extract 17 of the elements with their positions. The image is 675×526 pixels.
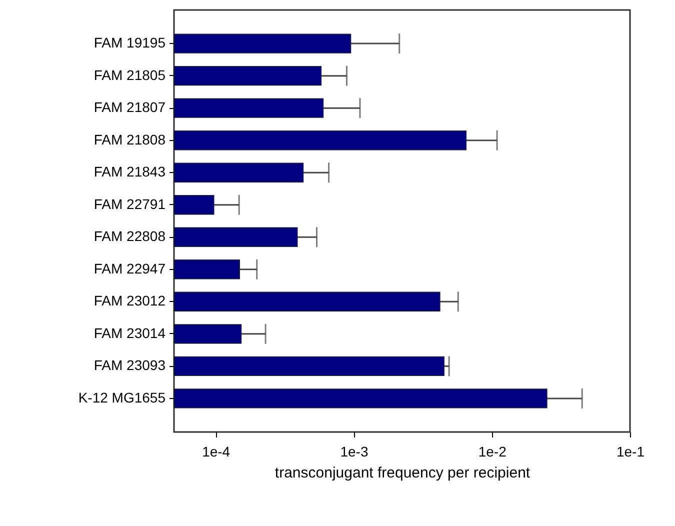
y-tick-label: FAM 22791	[94, 196, 166, 212]
y-tick-label: FAM 21805	[94, 66, 166, 83]
y-tick-label: FAM 23093	[94, 357, 166, 374]
x-tick-label: 1e-3	[340, 444, 368, 460]
x-tick-label: 1e-1	[616, 444, 645, 460]
y-tick-label: K-12 MG1655	[78, 389, 166, 406]
y-tick-label: FAM 19195	[94, 34, 166, 51]
x-tick-label: 1e-4	[202, 444, 230, 460]
y-tick-label: FAM 21843	[94, 164, 166, 180]
x-tick-label: 1e-2	[478, 444, 507, 460]
y-tick-label: FAM 22808	[94, 228, 166, 244]
y-tick-label: FAM 21808	[94, 131, 166, 148]
y-tick-label: FAM 23014	[94, 324, 166, 341]
x-axis-title: transconjugant frequency per recipient	[274, 464, 531, 482]
y-tick-label: FAM 22947	[94, 260, 166, 276]
y-tick-label: FAM 21807	[94, 99, 166, 116]
y-tick-label: FAM 23012	[94, 292, 166, 309]
